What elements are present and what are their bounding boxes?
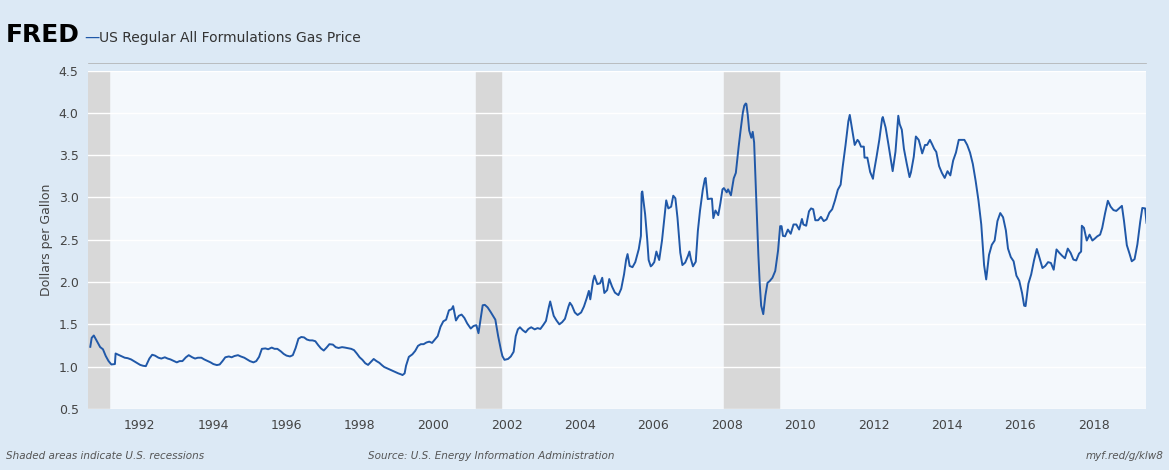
- Text: Shaded areas indicate U.S. recessions: Shaded areas indicate U.S. recessions: [6, 451, 203, 461]
- Y-axis label: Dollars per Gallon: Dollars per Gallon: [40, 183, 53, 296]
- Bar: [84, 70, 109, 409]
- Text: myf.red/g/klw8: myf.red/g/klw8: [1085, 451, 1163, 461]
- Bar: [476, 70, 500, 409]
- Text: FRED: FRED: [6, 23, 79, 47]
- Text: —: —: [84, 30, 99, 45]
- Bar: [724, 70, 779, 409]
- Text: Source: U.S. Energy Information Administration: Source: U.S. Energy Information Administ…: [368, 451, 614, 461]
- Text: US Regular All Formulations Gas Price: US Regular All Formulations Gas Price: [99, 31, 361, 45]
